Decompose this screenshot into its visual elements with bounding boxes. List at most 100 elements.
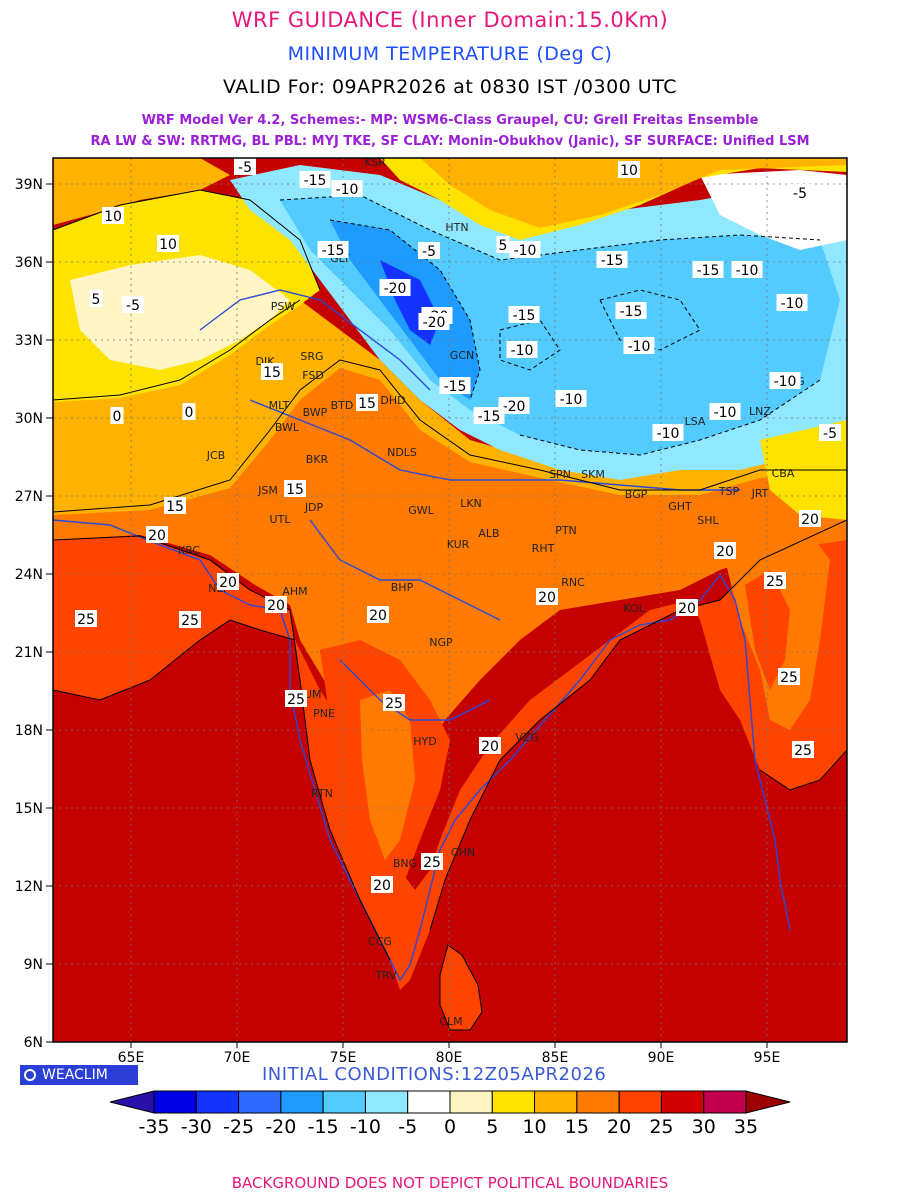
- city-label: RHT: [532, 542, 555, 555]
- colorbar-label: 35: [734, 1116, 758, 1138]
- colorbar-swatch: [153, 1090, 197, 1114]
- colorbar-swatches: [109, 1090, 791, 1114]
- colorbar-label: -20: [265, 1116, 296, 1138]
- valid-time: VALID For: 09APR2026 at 0830 IST /0300 U…: [223, 76, 677, 98]
- contour-label-bg: [379, 279, 411, 296]
- contour-label-text: -15: [601, 253, 624, 269]
- colorbar-label: 20: [607, 1116, 631, 1138]
- contour-label-bg: [418, 313, 450, 330]
- colorbar-swatch: [660, 1090, 705, 1114]
- city-label: CCG: [368, 935, 392, 948]
- contour-label: -15: [473, 407, 505, 425]
- latitude-label: 33N: [15, 333, 43, 349]
- contour-label-text: -5: [238, 160, 252, 176]
- city-label: TSP: [718, 485, 740, 498]
- colorbar-label: 10: [522, 1116, 546, 1138]
- band-15-pockets: [360, 690, 415, 860]
- logo-ring-icon: [24, 1069, 36, 1081]
- contour-label: 20: [799, 510, 821, 528]
- longitude-label: 65E: [118, 1050, 145, 1066]
- contour-label-bg: [261, 363, 283, 380]
- contour-label-bg: [284, 480, 306, 497]
- contour-label: 25: [285, 690, 307, 708]
- contour-label: 10: [618, 161, 640, 179]
- contour-label: 25: [421, 853, 443, 871]
- city-label: ALB: [478, 527, 499, 540]
- axis-ticks: [46, 183, 768, 1048]
- contour-label-text: -15: [322, 243, 345, 259]
- contour-label-bg: [776, 294, 808, 311]
- contour-label-bg: [506, 341, 538, 358]
- city-label: FSD: [302, 369, 324, 382]
- contour-label: 20: [265, 596, 287, 614]
- contour-label: 5: [496, 236, 510, 254]
- colorbar-swatch: [449, 1090, 493, 1114]
- colorbar-swatch: [280, 1090, 324, 1114]
- contour-label-text: 0: [113, 409, 122, 425]
- contour-label: -10: [509, 241, 541, 259]
- latitude-label: 21N: [15, 645, 43, 661]
- city-label: LNZ: [749, 405, 771, 418]
- contour-label: -5: [122, 296, 144, 314]
- contour-label-text: 15: [263, 365, 281, 381]
- contour-label-text: -20: [503, 399, 526, 415]
- contour-label-text: -10: [560, 392, 583, 408]
- contour-label-text: -5: [126, 298, 140, 314]
- contour-label-bg: [508, 306, 540, 323]
- band-northwest-orange: [53, 158, 230, 225]
- contour-label: -15: [439, 377, 471, 395]
- contour-label-bg: [367, 606, 389, 623]
- contour-label-text: -5: [793, 186, 807, 202]
- contour-label: 20: [371, 876, 393, 894]
- colorbar-label: 25: [649, 1116, 673, 1138]
- latitude-label: 9N: [24, 957, 43, 973]
- contour-label-bg: [89, 290, 103, 307]
- city-label: JDP: [304, 501, 324, 514]
- contour-label: -5: [789, 184, 811, 202]
- contour-label: -10: [555, 390, 587, 408]
- contour-label: -10: [709, 403, 741, 421]
- city-label: GCN: [450, 349, 474, 362]
- contour-label-text: 15: [166, 499, 184, 515]
- contour-label-text: -5: [823, 426, 837, 442]
- contour-label-text: 25: [385, 696, 403, 712]
- contour-label-text: -15: [697, 263, 720, 279]
- band-north-orange: [420, 158, 847, 228]
- contour-label-bg: [819, 424, 841, 441]
- colorbar-label: 5: [486, 1116, 498, 1138]
- contour-label: 20: [146, 526, 168, 544]
- contour-label-bg: [285, 690, 307, 707]
- city-label: RNC: [561, 576, 585, 589]
- contour-label-text: 20: [716, 544, 734, 560]
- latitude-label: 24N: [15, 567, 43, 583]
- city-label: RTN: [311, 787, 333, 800]
- latitude-label: 12N: [15, 879, 43, 895]
- city-label: CBA: [772, 467, 795, 480]
- city-label: CLM: [439, 1015, 462, 1028]
- contour-label: -15: [692, 261, 724, 279]
- contour-label-bg: [676, 599, 698, 616]
- contour-label-bg: [769, 372, 801, 389]
- contour-label-text: 20: [678, 601, 696, 617]
- city-label: SPN: [549, 468, 571, 481]
- contour-label-bg: [555, 390, 587, 407]
- contour-label-text: 10: [159, 237, 177, 253]
- city-label: SHL: [697, 514, 719, 527]
- contour-label-text: 5: [499, 238, 508, 254]
- contour-label: -10: [506, 341, 538, 359]
- colorbar-swatch: [618, 1090, 662, 1114]
- variable-title: MINIMUM TEMPERATURE (Deg C): [287, 43, 613, 65]
- longitude-labels: 65E 70E 75E 80E 85E 90E 95E: [118, 1050, 781, 1066]
- contour-label: -10: [731, 261, 763, 279]
- city-label: BTD: [331, 399, 354, 412]
- latitude-labels: 39N 36N 33N 30N 27N 24N 21N 18N 15N 12N 9N 6N: [15, 177, 43, 1051]
- contour-label-text: 25: [794, 743, 812, 759]
- colorbar-swatch: [703, 1090, 747, 1114]
- contour-label: 20: [367, 606, 389, 624]
- city-label: BWL: [275, 421, 300, 434]
- colorbar-swatch: [534, 1090, 578, 1114]
- contour-label: 10: [157, 235, 179, 253]
- colorbar-swatch: [576, 1090, 620, 1114]
- colorbar-swatch: [195, 1090, 240, 1114]
- contour-label: 25: [764, 572, 786, 590]
